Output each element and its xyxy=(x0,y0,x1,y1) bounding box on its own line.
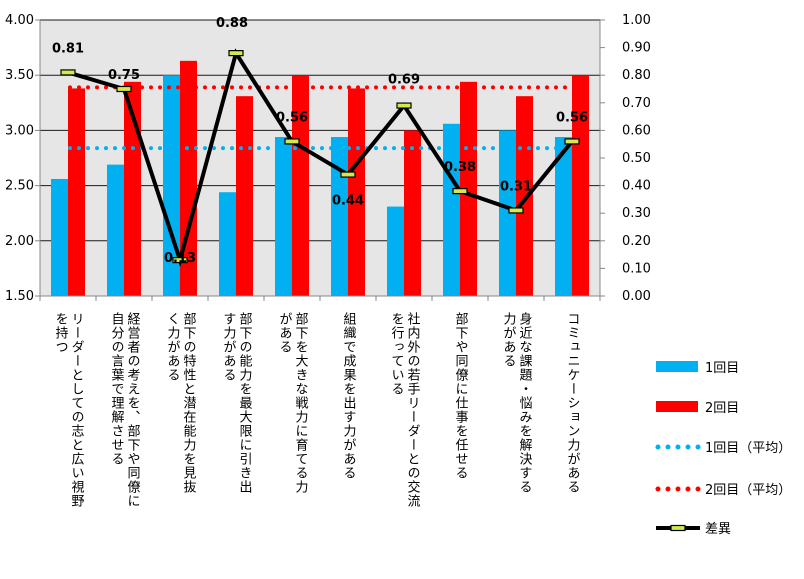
data-label: 0.56 xyxy=(556,110,588,125)
category-label: 組織で成果を出す力がある xyxy=(341,312,357,480)
category-label: 部下や同僚に仕事を任せる xyxy=(453,312,469,480)
right-axis-tick-label: 1.00 xyxy=(622,13,651,28)
bar-series2 xyxy=(572,75,589,296)
category-label: を持つ xyxy=(53,312,69,354)
left-axis-tick-label: 1.50 xyxy=(5,289,34,304)
right-axis-tick-label: 0.30 xyxy=(622,206,651,221)
data-label: 0.31 xyxy=(500,179,532,194)
data-label: 0.69 xyxy=(388,73,420,88)
legend-label-average1: 1回目（平均） xyxy=(705,441,791,456)
category-label: 経営者の考えを、部下や同僚に xyxy=(125,312,141,508)
bar-series1 xyxy=(331,137,348,296)
category-label: 自分の言葉で理解させる xyxy=(109,312,125,466)
data-label: 0.75 xyxy=(108,68,140,83)
legend-marker-difference xyxy=(670,524,686,532)
left-axis-tick-label: 4.00 xyxy=(5,13,34,28)
bar-series1 xyxy=(275,137,292,296)
bar-series2 xyxy=(348,88,365,296)
category-label: 身近な課題・悩みを解決する xyxy=(517,311,533,494)
bar-series1 xyxy=(555,137,572,296)
difference-marker xyxy=(396,102,412,109)
category-label: を行っている xyxy=(389,312,405,396)
right-axis-tick-label: 0.50 xyxy=(622,151,651,166)
difference-marker xyxy=(116,85,132,93)
right-axis-tick-label: 0.80 xyxy=(622,68,651,83)
category-label: コミュニケーション力がある xyxy=(565,312,581,494)
difference-line xyxy=(67,48,574,268)
right-axis-tick-label: 0.20 xyxy=(622,234,651,249)
category-label: 力がある xyxy=(501,312,517,368)
legend-label-difference: 差異 xyxy=(705,522,731,537)
data-label: 0.44 xyxy=(332,194,364,209)
data-label: 0.88 xyxy=(216,16,248,31)
bar-series2 xyxy=(68,88,85,296)
left-axis-tick-label: 3.50 xyxy=(5,68,34,83)
bar-series2 xyxy=(404,130,421,296)
bar-series1 xyxy=(499,130,516,296)
category-label: 部下を大きな戦力に育てる力 xyxy=(293,312,309,494)
right-axis-tick-label: 0.90 xyxy=(622,41,651,56)
bar-series1 xyxy=(443,123,460,296)
difference-marker xyxy=(452,188,468,195)
bar-series2 xyxy=(292,75,309,296)
left-axis-tick-label: 2.50 xyxy=(5,179,34,194)
right-axis-tick-label: 0.10 xyxy=(622,261,651,276)
right-axis-tick-label: 0.00 xyxy=(622,289,651,304)
bar-series1 xyxy=(107,164,124,296)
bar-series1 xyxy=(51,178,68,296)
difference-marker xyxy=(284,138,300,145)
left-axis-tick-label: 2.00 xyxy=(5,234,34,249)
category-label: がある xyxy=(277,312,293,354)
difference-marker xyxy=(564,138,580,145)
difference-marker xyxy=(340,171,356,178)
right-axis-tick-label: 0.70 xyxy=(622,96,651,111)
category-label: リーダーとしての志と広い視野 xyxy=(69,312,85,508)
legend-label-series1: 1回目 xyxy=(705,361,739,376)
left-axis-tick-label: 3.00 xyxy=(5,123,34,138)
difference-marker xyxy=(60,69,76,76)
difference-marker xyxy=(228,50,244,57)
difference-marker xyxy=(172,257,188,264)
bar-series2 xyxy=(236,96,253,297)
data-label: 0.38 xyxy=(444,160,476,175)
data-label: 0.56 xyxy=(276,110,308,125)
category-label: 部下の特性と潜在能力を見抜 xyxy=(181,312,197,494)
legend-label-series2: 2回目 xyxy=(705,401,739,416)
bar-series2 xyxy=(516,96,533,297)
data-label: 0.81 xyxy=(52,41,84,56)
right-axis-tick-label: 0.60 xyxy=(622,123,651,138)
bar-series1 xyxy=(219,192,236,296)
bar-series1 xyxy=(387,206,404,296)
difference-marker xyxy=(508,207,524,214)
data-label: 0.13 xyxy=(164,251,196,266)
category-label: く力がある xyxy=(165,312,181,382)
category-label: 部下の能力を最大限に引き出 xyxy=(237,312,253,494)
category-label: 社内外の若手リーダーとの交流 xyxy=(405,311,421,508)
bar-series2 xyxy=(124,81,141,296)
category-label: す力がある xyxy=(221,312,237,382)
legend-label-average2: 2回目（平均） xyxy=(705,483,791,498)
bar-series2 xyxy=(460,81,477,296)
legend-swatch-series2 xyxy=(656,401,698,412)
legend-swatch-series1 xyxy=(656,361,698,372)
right-axis-tick-label: 0.40 xyxy=(622,179,651,194)
